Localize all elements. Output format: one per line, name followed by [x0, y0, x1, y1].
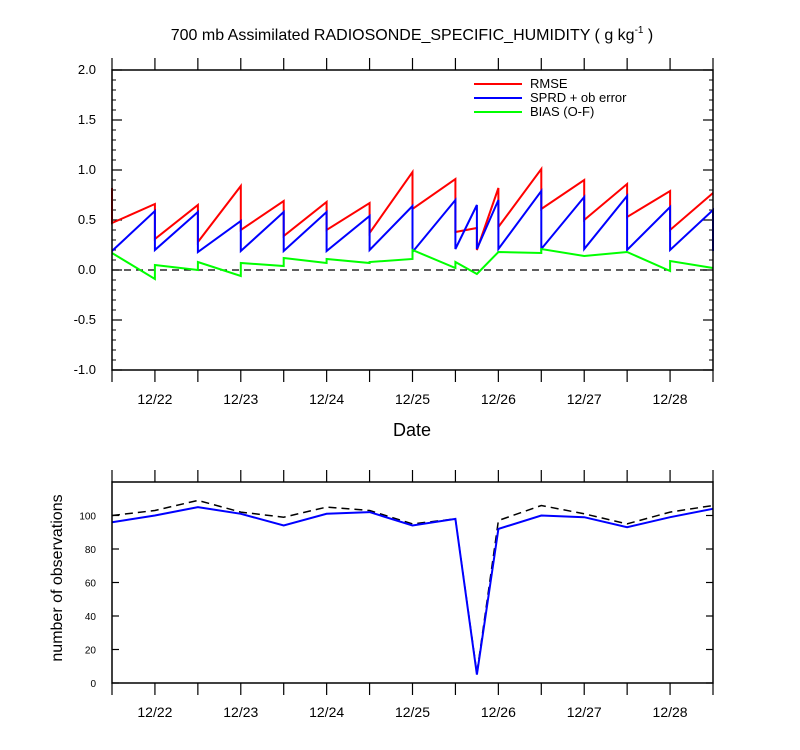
y-tick-label: 1.0: [78, 162, 96, 177]
x-tick-label: 12/24: [309, 391, 344, 407]
y-tick-label: 40: [85, 612, 97, 623]
bottom-plot-area: 0 20 40 60 80 100 12/22 12/23 12/24 12/25 12/26 12/…: [79, 470, 714, 720]
x-tick-label: 12/23: [223, 391, 258, 407]
x-tick-label: 12/24: [309, 704, 344, 720]
y-tick-label: -0.5: [74, 312, 96, 327]
x-axis-label: Date: [393, 420, 431, 440]
x-tick-label: 12/28: [653, 391, 688, 407]
y-tick-label: 0: [90, 679, 96, 690]
x-tick-label: 12/27: [567, 391, 602, 407]
x-tick-label: 12/23: [223, 704, 258, 720]
x-tick-label: 12/25: [395, 704, 430, 720]
x-tick-label: 12/27: [567, 704, 602, 720]
y-axis-label-observations: number of observations: [49, 494, 66, 661]
series-line-assimilated: [111, 506, 714, 675]
y-tick-label: 20: [85, 646, 97, 657]
top-plot-frame: [111, 69, 714, 371]
x-tick-label: 12/22: [137, 391, 172, 407]
y-tick-label: 100: [79, 512, 96, 523]
top-plot-area: -1.0 -0.5 0.0 0.5 1.0 1.5 2.0 12/22 12/23 12/24 12…: [74, 58, 714, 407]
y-tick-label: 80: [85, 545, 97, 556]
bottom-chart: 0 20 40 60 80 100 12/22 12/23 12/24 12/25 12/26 12/…: [49, 470, 714, 720]
y-tick-label: 60: [85, 579, 97, 590]
y-tick-label: 1.5: [78, 112, 96, 127]
series-line-bias-o-f: [111, 247, 714, 281]
bottom-plot-frame: [111, 481, 714, 684]
y-tick-label: 0.5: [78, 212, 96, 227]
top-chart: 700 mb Assimilated RADIOSONDE_SPECIFIC_H…: [74, 25, 714, 440]
legend-label: RMSE: [530, 76, 568, 91]
x-tick-label: 12/26: [481, 391, 516, 407]
legend-label: SPRD + ob error: [530, 90, 627, 105]
y-tick-label: 2.0: [78, 62, 96, 77]
y-tick-label: -1.0: [74, 362, 96, 377]
x-tick-label: 12/26: [481, 704, 516, 720]
x-tick-label: 12/28: [653, 704, 688, 720]
x-tick-label: 12/25: [395, 391, 430, 407]
chart-title: 700 mb Assimilated RADIOSONDE_SPECIFIC_H…: [171, 25, 654, 44]
legend-label: BIAS (O-F): [530, 104, 594, 119]
y-tick-label: 0.0: [78, 262, 96, 277]
x-tick-label: 12/22: [137, 704, 172, 720]
series-line-sprd-ob-error: [111, 187, 714, 255]
